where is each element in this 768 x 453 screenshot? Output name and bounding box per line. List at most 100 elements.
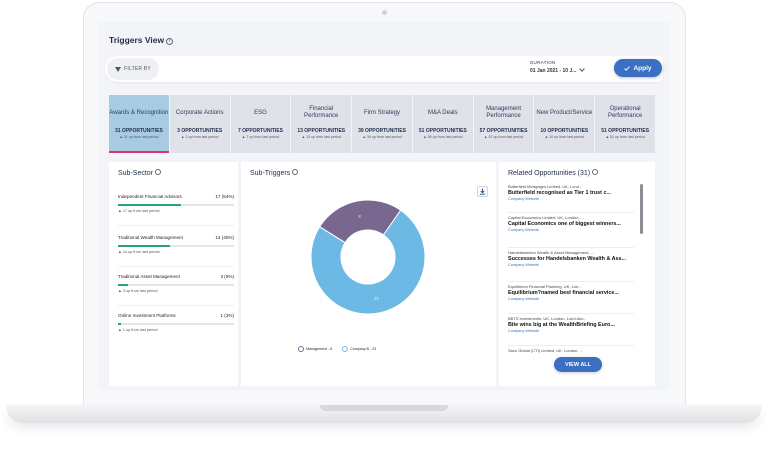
download-icon <box>479 188 486 195</box>
funnel-icon <box>115 66 122 72</box>
info-icon[interactable] <box>292 169 299 175</box>
sub-sector-name: Independent Financial Advisors <box>118 194 182 199</box>
company-website-link[interactable]: Company Website <box>508 329 539 334</box>
tab-4[interactable]: Firm Strategy 39 OPPORTUNITIES ▲ 39 up fro… <box>352 95 412 153</box>
sub-sector-bar <box>118 245 234 247</box>
tab-1[interactable]: Corporate Actions 3 OPPORTUNITIES ▲ 3 up f… <box>169 95 230 153</box>
trigger-tabs: Awards & Recognition 31 OPPORTUNITIES ▲ 31… <box>109 95 656 153</box>
tab-count: 51 OPPORTUNITIES <box>601 128 650 134</box>
sub-sector-name: Traditional Asset Management <box>118 274 180 279</box>
opportunity-item[interactable]: Butterfield Mortgages Limited, UK, Lond.… <box>508 184 634 201</box>
legend-item-management[interactable]: Management - 8 <box>298 346 332 352</box>
company-website-link[interactable]: Company Website <box>508 197 539 202</box>
sub-sector-change-text: ▲ 3 up from last period <box>118 289 158 293</box>
tab-6[interactable]: Management Performance 57 OPPORTUNITIES ▲ … <box>473 95 534 153</box>
opportunity-source: Saxo Global (CTI) Limited, UK, London, .… <box>508 348 583 353</box>
tab-change: ▲ 7 up from last period <box>241 135 280 139</box>
duration-value: 01 Jan 2021 - 10 J... <box>530 68 577 74</box>
opportunity-source: Handelsbanken Wealth & Asset Management,… <box>508 250 594 255</box>
company-website-link[interactable]: Company Website <box>508 297 539 302</box>
sub-triggers-panel: Sub-Triggers 8 23 Management - 8 Company … <box>241 162 496 386</box>
opportunity-item[interactable]: Equilibrium Financial Planning, UK, Lon.… <box>508 284 634 301</box>
opportunity-item[interactable]: Saxo Global (CTI) Limited, UK, London, .… <box>508 348 634 353</box>
legend-swatch-company <box>342 346 349 352</box>
tab-name: M&A Deals <box>427 109 458 116</box>
opportunity-source: BBTS Investments, UK, London, Lond Adv..… <box>508 316 587 321</box>
opportunity-source: Equilibrium Financial Planning, UK, Lon.… <box>508 284 582 289</box>
sub-sector-item[interactable]: Traditional Asset Management 3 (9%) ▲ 3 up… <box>118 274 234 293</box>
opportunity-headline[interactable]: Butterfield recognised as Tier 1 trust c… <box>508 190 611 196</box>
opportunity-item[interactable]: Handelsbanken Wealth & Asset Management,… <box>508 250 634 267</box>
tab-name: Firm Strategy <box>364 109 401 116</box>
tab-8[interactable]: Operational Performance 51 OPPORTUNITIES ▲… <box>595 95 656 153</box>
tab-count: 57 OPPORTUNITIES <box>479 128 528 134</box>
sub-triggers-title: Sub-Triggers <box>250 170 291 177</box>
opportunity-item[interactable]: BBTS Investments, UK, London, Lond Adv..… <box>508 316 634 333</box>
apply-button[interactable]: Apply <box>614 59 662 77</box>
divider <box>508 281 634 282</box>
sub-sector-value: 17 (54%) <box>215 194 234 199</box>
download-button[interactable] <box>477 186 488 197</box>
tab-change: ▲ 51 up from last period <box>605 135 645 139</box>
opportunity-headline[interactable]: Successes for Handelsbanken Wealth & Ass… <box>508 256 627 262</box>
sub-sector-change-text: ▲ 17 up from last period <box>118 209 160 213</box>
related-opportunities-panel: Related Opportunities (31) Butterfield M… <box>499 162 655 386</box>
sub-sector-change-text: ▲ 1 up from last period <box>118 328 158 332</box>
sub-sector-value: 3 (9%) <box>220 274 234 279</box>
duration-label: DURATION <box>530 60 556 65</box>
sub-sector-item[interactable]: Independent Financial Advisors 17 (54%) ▲ … <box>118 194 234 213</box>
tab-name: Financial Performance <box>304 106 339 119</box>
info-icon[interactable] <box>592 169 599 175</box>
donut-chart: 8 23 <box>310 199 426 315</box>
chart-legend: Management - 8 Company B - 23 <box>298 346 376 352</box>
divider <box>508 247 634 248</box>
sub-sector-row: Traditional Asset Management 3 (9%) <box>118 274 234 279</box>
info-icon[interactable]: i <box>166 38 174 45</box>
tab-5[interactable]: M&A Deals 51 OPPORTUNITIES ▲ 50 up from la… <box>412 95 473 153</box>
divider <box>118 266 234 267</box>
filter-by-button[interactable]: FILTER BY <box>107 58 159 80</box>
sub-sector-bar <box>118 204 234 206</box>
tab-change: ▲ 10 up from last period <box>544 135 585 139</box>
donut-slice-company-b[interactable] <box>310 209 426 315</box>
sub-sector-bar-fill <box>118 323 122 325</box>
opportunity-headline[interactable]: Equilibrium?named best financial service… <box>508 290 619 296</box>
divider <box>508 212 634 213</box>
divider <box>118 305 234 306</box>
company-website-link[interactable]: Company Website <box>508 228 539 233</box>
tab-0[interactable]: Awards & Recognition 31 OPPORTUNITIES ▲ 31… <box>109 95 169 153</box>
scrollbar[interactable] <box>640 184 643 234</box>
chevron-down-icon <box>579 66 586 72</box>
divider <box>508 313 634 314</box>
sub-sector-change: ▲ 3 up from last period <box>118 289 234 293</box>
legend-label: Management - 8 <box>306 347 333 351</box>
sub-sector-item[interactable]: Online Investment Platforms 1 (3%) ▲ 1 up … <box>118 313 234 332</box>
tab-2[interactable]: ESG 7 OPPORTUNITIES ▲ 7 up from last perio… <box>230 95 291 153</box>
opportunity-headline[interactable]: Bite wins big at the WealthBriefing Euro… <box>508 322 615 328</box>
tab-name: New Product/Service <box>536 109 593 116</box>
sub-sector-name: Online Investment Platforms <box>118 313 176 318</box>
apply-label: Apply <box>633 64 652 72</box>
sub-sector-bar <box>118 284 234 286</box>
duration-select[interactable]: DURATION 01 Jan 2021 - 10 J... <box>530 60 586 74</box>
camera-icon <box>382 10 387 15</box>
opportunity-item[interactable]: Capital Economics Limited, UK, London, .… <box>508 215 634 232</box>
tab-change: ▲ 57 up from last period <box>483 135 524 139</box>
sub-sector-bar <box>118 323 234 325</box>
info-icon[interactable] <box>155 169 162 175</box>
tab-7[interactable]: New Product/Service 10 OPPORTUNITIES ▲ 10 … <box>534 95 595 153</box>
company-website-link[interactable]: Company Website <box>508 263 539 268</box>
view-all-button[interactable]: VIEW ALL <box>554 357 602 372</box>
legend-swatch-management <box>298 346 304 352</box>
sub-sector-bar-fill <box>118 204 181 206</box>
sub-sector-item[interactable]: Traditional Wealth Management 14 (45%) ▲ 1… <box>118 235 234 254</box>
laptop-notch <box>320 405 448 411</box>
sub-sector-row: Online Investment Platforms 1 (3%) <box>118 313 234 318</box>
tab-count: 3 OPPORTUNITIES <box>177 128 223 134</box>
legend-item-company[interactable]: Company B - 23 <box>342 346 376 352</box>
opportunity-headline[interactable]: Capital Economics one of biggest winners… <box>508 221 621 227</box>
tab-3[interactable]: Financial Performance 13 OPPORTUNITIES ▲ 1… <box>291 95 352 153</box>
sub-sector-row: Traditional Wealth Management 14 (45%) <box>118 235 234 240</box>
laptop-base <box>6 405 762 423</box>
